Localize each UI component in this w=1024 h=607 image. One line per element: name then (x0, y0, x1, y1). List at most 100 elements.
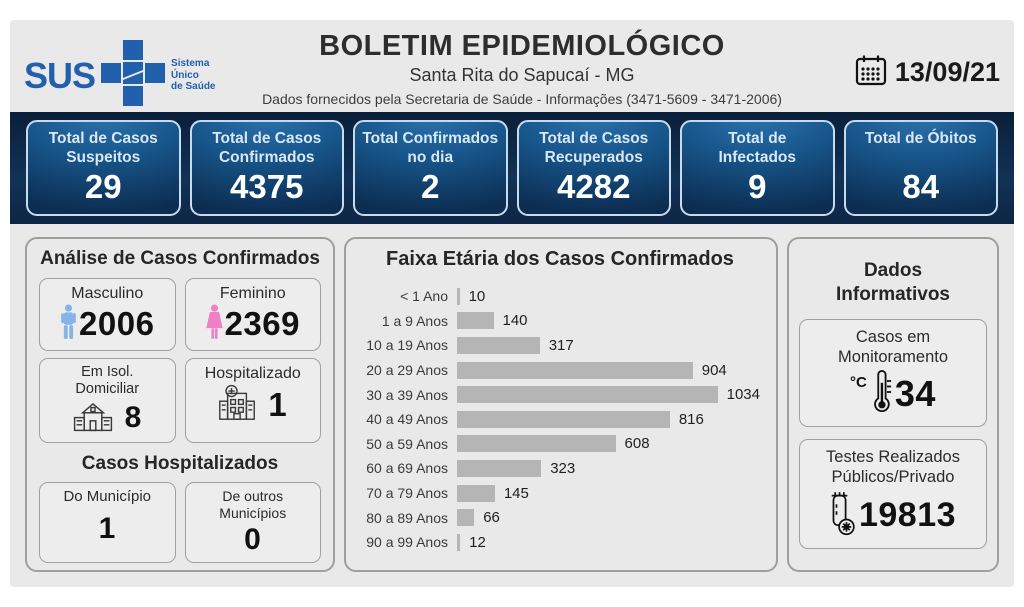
bar-value: 66 (483, 509, 500, 527)
calendar-icon (855, 54, 887, 91)
category-label: 50 a 59 Anos (366, 435, 448, 452)
info-panel: Dados Informativos Casos em Monitorament… (787, 237, 999, 572)
card-label: De outros Municípios (219, 488, 287, 522)
thermometer-icon (870, 369, 892, 419)
bar-value: 816 (678, 410, 704, 428)
celsius-label: °C (850, 373, 867, 391)
age-chart-panel: Faixa Etária dos Casos Confirmados < 1 A… (344, 237, 778, 572)
category-label: 70 a 79 Anos (366, 485, 448, 502)
stat-value: 4282 (557, 168, 631, 205)
summary-stat-band: Total de Casos Suspeitos 29 Total de Cas… (10, 112, 1014, 224)
stat-value: 9 (748, 168, 767, 205)
card-feminino: Feminino 2369 (184, 277, 321, 351)
stat-label: Total de Casos Confirmados (212, 130, 322, 167)
stat-label: Total de Casos Suspeitos (48, 130, 158, 167)
page-title: BOLETIM EPIDEMIOLÓGICO (319, 30, 725, 62)
card-label: Casos em Monitoramento (837, 327, 949, 367)
bar (457, 287, 460, 305)
card-value: 0 (244, 523, 262, 557)
card-testes: Testes Realizados Públicos/Privado (799, 438, 987, 549)
card-value: 2369 (224, 305, 300, 343)
chart-row: 90 a 99 Anos 12 (360, 530, 760, 555)
card-label: Masculino (71, 284, 144, 302)
bar-value: 323 (550, 459, 576, 477)
chart-row: 50 a 59 Anos 608 (360, 432, 760, 457)
hospitalized-section-title: Casos Hospitalizados (81, 452, 279, 474)
category-label: 20 a 29 Anos (366, 362, 448, 379)
card-masculino: Masculino 2006 (39, 277, 176, 351)
date-block: 13/09/21 (815, 24, 1000, 91)
category-label: 30 a 39 Anos (366, 386, 448, 403)
stat-value: 29 (84, 168, 122, 205)
hospital-icon (218, 384, 256, 425)
sus-logo-tagline: Sistema Único de Saúde (171, 58, 216, 93)
info-line: Dados fornecidos pela Secretaria de Saúd… (262, 91, 782, 107)
chart-row: 80 a 89 Anos 66 (360, 505, 760, 530)
category-label: 60 a 69 Anos (366, 460, 448, 477)
chart-row: 70 a 79 Anos 145 (360, 481, 760, 506)
stat-card-infectados: Total de Infectados 9 (680, 120, 835, 216)
sus-logo-text: SUS (24, 54, 96, 96)
test-tube-icon (830, 490, 856, 541)
bar (457, 509, 475, 527)
card-value: 1 (98, 512, 116, 546)
bar (457, 533, 461, 551)
bar-value: 140 (502, 312, 528, 330)
chart-row: 30 a 39 Anos 1034 (360, 382, 760, 407)
card-label: Feminino (219, 284, 286, 302)
bar (457, 484, 495, 502)
card-value: 2006 (79, 305, 155, 343)
stat-card-confirmados-dia: Total Confirmados no dia 2 (353, 120, 508, 216)
female-icon (205, 304, 223, 345)
card-value: 34 (894, 373, 936, 415)
sus-cross-icon (101, 40, 166, 111)
category-label: 80 a 89 Anos (366, 509, 448, 526)
chart-row: 20 a 29 Anos 904 (360, 358, 760, 383)
category-label: < 1 Ano (400, 288, 448, 305)
stat-value: 84 (902, 168, 940, 205)
info-panel-title: Dados Informativos (835, 260, 951, 305)
analysis-title: Análise de Casos Confirmados (40, 248, 320, 269)
category-label: 1 a 9 Anos (381, 312, 448, 329)
page-subtitle: Santa Rita do Sapucaí - MG (409, 65, 635, 85)
stat-card-suspeitos: Total de Casos Suspeitos 29 (26, 120, 181, 216)
panels-row: Análise de Casos Confirmados Masculino (10, 224, 1014, 587)
sus-logo: SUS Sistema Único de Saúde (24, 24, 229, 111)
bar-value: 12 (469, 533, 486, 551)
category-label: 90 a 99 Anos (366, 534, 448, 551)
bar (457, 386, 718, 404)
card-label: Testes Realizados Públicos/Privado (826, 447, 960, 487)
bar-value: 1034 (726, 386, 760, 404)
bar (457, 312, 494, 330)
card-value: 1 (268, 385, 288, 423)
card-value: 8 (124, 401, 142, 435)
stat-label: Total de Infectados (718, 130, 796, 167)
age-bar-chart: < 1 Ano 10 1 a 9 Anos 140 10 a 19 Anos 3… (360, 284, 760, 555)
bulletin-board: SUS Sistema Único de Saúde BOLETIM EPIDE… (10, 20, 1014, 587)
stat-value: 2 (421, 168, 440, 205)
chart-row: < 1 Ano 10 (360, 284, 760, 309)
bar-value: 10 (468, 287, 486, 305)
bar (457, 410, 670, 428)
card-label: Hospitalizado (204, 364, 301, 382)
stat-card-recuperados: Total de Casos Recuperados 4282 (516, 120, 671, 216)
bar-value: 904 (701, 361, 727, 379)
card-monitoramento: Casos em Monitoramento °C 34 (799, 318, 987, 427)
bar-value: 608 (624, 435, 650, 453)
bar (457, 459, 542, 477)
category-label: 10 a 19 Anos (366, 337, 448, 354)
male-icon (60, 304, 77, 345)
bar-value: 145 (503, 484, 529, 502)
stat-card-confirmados: Total de Casos Confirmados 4375 (189, 120, 344, 216)
chart-row: 10 a 19 Anos 317 (360, 333, 760, 358)
card-label: Em Isol. Domiciliar (75, 363, 140, 398)
title-block: BOLETIM EPIDEMIOLÓGICO Santa Rita do Sap… (229, 24, 815, 107)
card-label: Do Município (63, 488, 152, 506)
report-date: 13/09/21 (894, 57, 1000, 87)
bar-value: 317 (548, 336, 574, 354)
card-outros-municipios: De outros Municípios 0 (184, 482, 321, 564)
stat-label: Total de Óbitos (864, 130, 977, 147)
analysis-panel: Análise de Casos Confirmados Masculino (25, 237, 335, 572)
chart-row: 1 a 9 Anos 140 (360, 309, 760, 334)
chart-row: 40 a 49 Anos 816 (360, 407, 760, 432)
